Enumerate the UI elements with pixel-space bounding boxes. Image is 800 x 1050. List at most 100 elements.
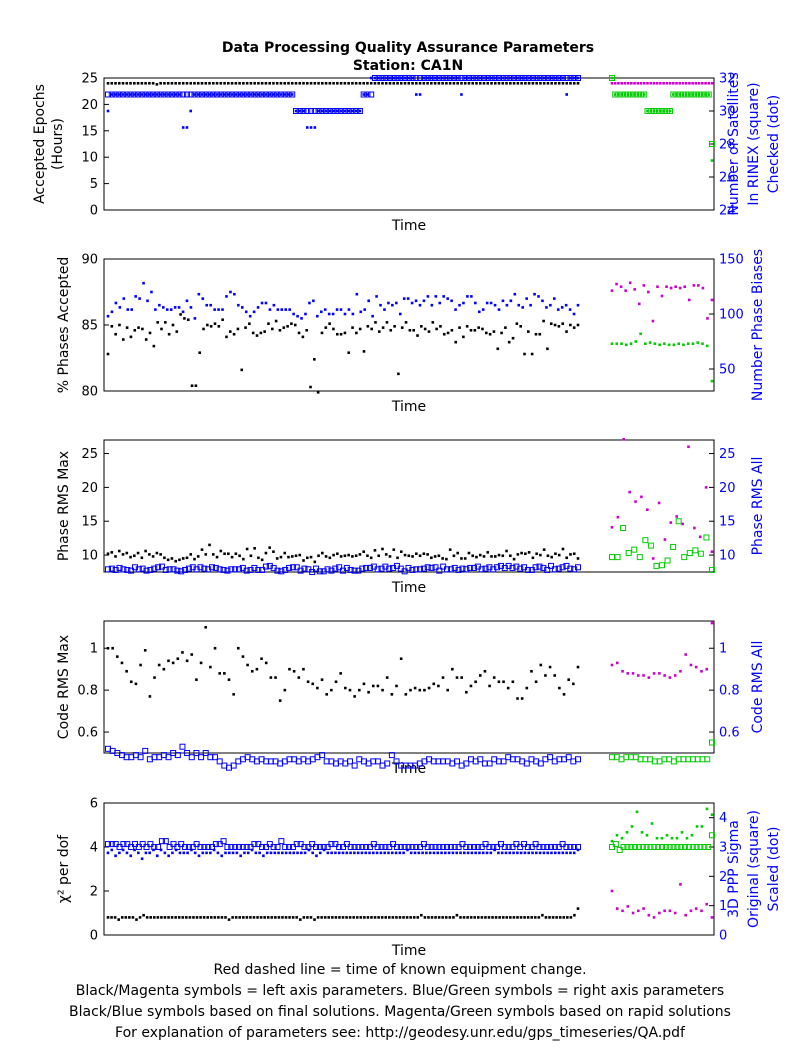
data-square [170, 566, 177, 573]
data-dot [250, 669, 254, 673]
data-dot [433, 81, 437, 85]
data-dot [446, 297, 449, 300]
data-square [463, 760, 470, 767]
data-dot [300, 317, 303, 320]
data-dot [283, 688, 287, 692]
data-dot [240, 306, 244, 309]
data-square [197, 844, 204, 850]
data-dot [243, 851, 246, 855]
right-tick-label: 26 [719, 171, 736, 186]
data-dot [663, 538, 667, 541]
data-dot [420, 325, 423, 328]
data-dot [174, 81, 177, 85]
data-dot [569, 323, 572, 327]
data-square [647, 756, 654, 763]
data-dot [144, 93, 147, 96]
data-dot [265, 851, 269, 855]
data-dot [125, 851, 129, 855]
left-axis-label: Phase RMS Max [56, 451, 72, 561]
right-tick-label: 0.6 [719, 726, 740, 741]
data-dot [615, 833, 619, 837]
data-square [482, 565, 489, 572]
data-dot [200, 548, 204, 551]
data-dot [181, 651, 184, 654]
data-square [274, 844, 281, 850]
data-dot [181, 126, 185, 129]
data-dot [561, 322, 565, 325]
data-dot [302, 667, 305, 671]
data-dot [209, 916, 213, 919]
left-tick-label: 15 [81, 124, 98, 139]
data-dot [572, 326, 576, 329]
data-dot [339, 555, 343, 558]
data-dot [106, 646, 110, 650]
data-square [614, 554, 621, 561]
data-dot [224, 851, 227, 855]
data-dot [385, 321, 389, 324]
data-dot [447, 851, 451, 855]
data-dot [437, 76, 441, 80]
data-dot [512, 916, 516, 919]
data-square [251, 841, 258, 848]
data-dot [312, 299, 315, 303]
data-dot [665, 109, 669, 113]
data-square [567, 844, 574, 850]
data-dot [152, 344, 156, 348]
series-rapid_right-square [609, 832, 715, 853]
data-dot [642, 93, 646, 96]
data-square [463, 844, 470, 850]
data-dot [544, 674, 547, 677]
data-dot [255, 334, 259, 337]
data-square [451, 844, 458, 850]
data-dot [462, 916, 466, 919]
data-square [230, 762, 237, 769]
data-dot [294, 109, 298, 113]
data-dot [546, 554, 550, 558]
data-dot [248, 322, 251, 325]
data-dot [482, 76, 486, 80]
data-square [201, 565, 208, 572]
data-dot [259, 331, 263, 335]
data-dot [163, 81, 166, 85]
data-dot [557, 325, 561, 328]
data-dot [475, 555, 478, 559]
data-dot [560, 306, 564, 309]
data-square [120, 841, 127, 848]
data-dot [121, 93, 125, 96]
right-tick-label: 25 [719, 447, 736, 462]
data-dot [550, 81, 553, 85]
data-dot [204, 553, 208, 556]
data-square [105, 566, 111, 573]
data-dot [531, 81, 535, 85]
data-dot [249, 93, 253, 96]
data-square [432, 844, 439, 850]
data-dot [454, 308, 457, 311]
data-dot [343, 109, 347, 113]
data-dot [202, 916, 206, 919]
data-dot [216, 851, 220, 855]
data-dot [685, 836, 689, 840]
data-dot [371, 684, 375, 688]
data-dot [647, 676, 651, 679]
data-square [363, 564, 370, 571]
data-dot [233, 292, 236, 296]
data-dot [215, 81, 219, 85]
data-square [351, 567, 358, 574]
data-dot [277, 851, 280, 855]
series-rapid_right-dot [610, 807, 714, 843]
data-dot [332, 327, 335, 331]
data-dot [160, 916, 163, 919]
data-dot [542, 319, 545, 323]
data-dot [684, 913, 687, 917]
data-square [205, 844, 212, 850]
data-square [274, 567, 281, 574]
data-square [262, 563, 269, 570]
data-dot [631, 672, 635, 675]
data-dot [381, 81, 384, 85]
data-dot [484, 331, 488, 335]
data-dot [530, 669, 533, 673]
data-dot [426, 81, 429, 85]
data-square [401, 844, 408, 850]
data-dot [636, 81, 640, 85]
data-dot [494, 916, 498, 919]
